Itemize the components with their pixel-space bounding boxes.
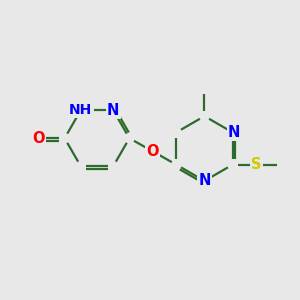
Text: NH: NH <box>69 103 92 117</box>
Text: O: O <box>147 144 159 159</box>
Text: O: O <box>32 131 44 146</box>
Text: S: S <box>251 157 262 172</box>
Text: N: N <box>107 103 119 118</box>
Text: N: N <box>198 173 211 188</box>
Text: N: N <box>228 125 241 140</box>
